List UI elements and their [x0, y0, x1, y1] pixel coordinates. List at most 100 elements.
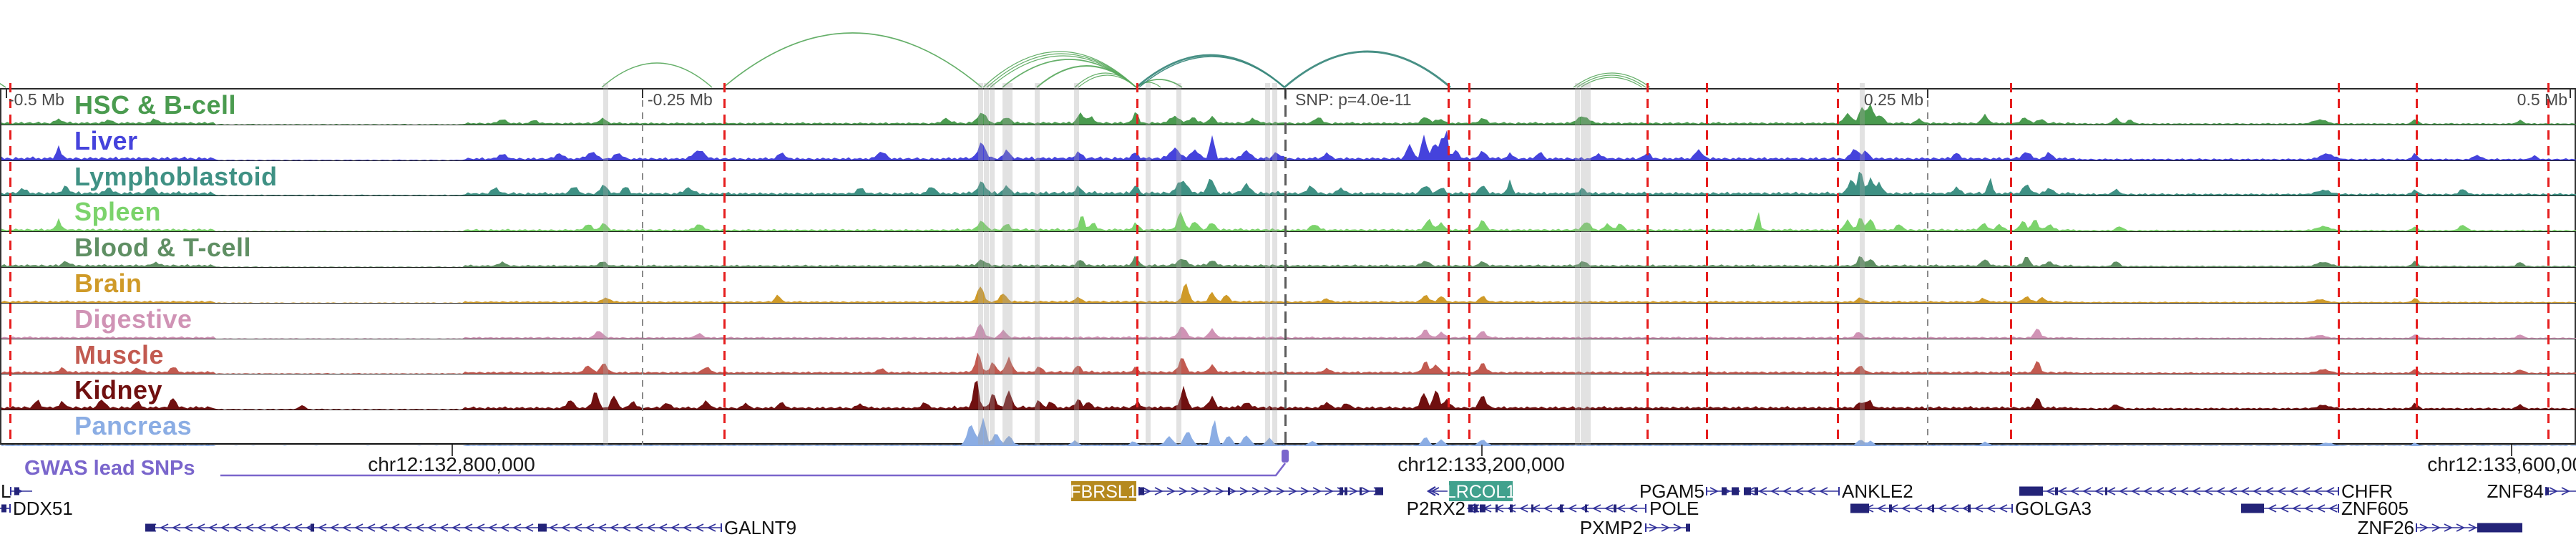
gwas-connector-line: [220, 463, 1287, 477]
gene-pxmp2[interactable]: PXMP2: [1580, 517, 1690, 537]
interaction-arcs-track[interactable]: [0, 0, 2576, 88]
gene-znf605[interactable]: ZNF605: [2241, 498, 2409, 519]
lead-snp-position-line: [1284, 88, 1287, 449]
svg-text:POLE: POLE: [1649, 498, 1699, 519]
signal-blood-t-cell[interactable]: [1, 233, 2576, 267]
highlight-band: [1272, 83, 1277, 445]
highlight-band: [1574, 83, 1580, 445]
signal-spleen[interactable]: [1, 197, 2576, 232]
gene-ddx51[interactable]: DDX51: [0, 498, 73, 519]
track-label-kidney: Kidney: [74, 375, 163, 405]
gene-fbrsl1[interactable]: FBRSL1: [1070, 481, 1383, 502]
signal-digestive[interactable]: [1, 304, 2576, 339]
highlight-band: [1580, 83, 1586, 445]
gwas-snp-marker-line: [2337, 83, 2340, 445]
chr-coordinate-label: chr12:133,600,000: [2427, 453, 2576, 475]
track-row-brain[interactable]: Brain: [1, 268, 2576, 304]
highlight-band: [1002, 83, 1008, 445]
lead-snp-tick[interactable]: [1282, 450, 1289, 463]
ruler-label-0-5-mb: -0.5 Mb: [9, 90, 64, 109]
ruler-tick: [1927, 88, 1928, 98]
ruler-tick: [1284, 88, 1286, 98]
highlight-band: [602, 83, 608, 445]
track-label-spleen: Spleen: [74, 197, 162, 227]
gene-galnt9[interactable]: GALNT9: [145, 517, 796, 537]
gene-znf26[interactable]: ZNF26: [2358, 517, 2522, 537]
track-row-kidney[interactable]: Kidney: [1, 374, 2576, 411]
highlight-band: [983, 83, 989, 445]
gwas-snp-marker-line: [723, 83, 726, 445]
ruler-tick: [6, 88, 7, 98]
signal-muscle[interactable]: [1, 339, 2576, 374]
ruler-label-0-5-mb: 0.5 Mb: [2517, 90, 2567, 109]
svg-text:ZNF84: ZNF84: [2487, 481, 2544, 502]
gwas-track-label: GWAS lead SNPs: [24, 457, 195, 480]
svg-text:PGAM5: PGAM5: [1639, 481, 1704, 502]
track-label-pancreas: Pancreas: [74, 411, 192, 441]
ruler-label-snp-p-4-0e-11: SNP: p=4.0e-11: [1295, 90, 1412, 109]
gwas-snp-marker-line: [1836, 83, 1839, 445]
highlight-band: [1176, 83, 1181, 445]
track-label-liver: Liver: [74, 125, 138, 155]
svg-text:ZNF26: ZNF26: [2358, 517, 2414, 537]
gene-pgam5[interactable]: PGAM5: [1639, 480, 1740, 502]
track-row-digestive[interactable]: Digestive: [1, 304, 2576, 339]
svg-text:L: L: [1, 481, 11, 502]
svg-text:ZNF605: ZNF605: [2341, 498, 2409, 519]
gene-glyphs: L FBRSL1 LRCOL1 PGAM5 ANKLE2 CHFR ZNF84 DDX51 P2…: [0, 480, 2576, 537]
gwas-snp-marker-line: [1136, 83, 1138, 445]
mb-tick-line: [1927, 88, 1928, 445]
gene-p2rx2[interactable]: P2RX2: [1407, 498, 1646, 519]
mb-tick-line: [642, 88, 643, 445]
track-row-muscle[interactable]: Muscle: [1, 339, 2576, 375]
track-row-lymphoblastoid[interactable]: Lymphoblastoid: [1, 161, 2576, 197]
gene-annotation-track[interactable]: L FBRSL1 LRCOL1 PGAM5 ANKLE2 CHFR ZNF84 DDX51 P2…: [0, 480, 2576, 537]
gene-pole[interactable]: POLE: [1649, 498, 1699, 519]
track-row-pancreas[interactable]: Pancreas: [1, 410, 2576, 446]
gene-chfr[interactable]: CHFR: [2019, 480, 2393, 502]
svg-text:P2RX2: P2RX2: [1407, 498, 1465, 519]
ruler-tick: [2570, 88, 2571, 98]
gwas-snp-marker-line: [2009, 83, 2012, 445]
chr-coordinate-label: chr12:133,200,000: [1397, 453, 1565, 475]
track-label-hsc-b-cell: HSC & B-cell: [74, 90, 237, 120]
highlight-band: [989, 83, 995, 445]
highlight-band: [1007, 83, 1013, 445]
track-row-blood-t-cell[interactable]: Blood & T-cell: [1, 232, 2576, 268]
gene-l[interactable]: L: [1, 480, 32, 502]
highlight-band: [1264, 83, 1270, 445]
highlight-band: [1145, 83, 1151, 445]
signal-tracks-panel: HSC & B-cell Liver Lymphoblastoid Spleen Blo…: [0, 88, 2576, 446]
track-row-hsc-b-cell[interactable]: HSC & B-cell: [1, 90, 2576, 125]
chr-coordinate-label: chr12:132,800,000: [368, 453, 535, 475]
gwas-snp-marker-line: [1447, 83, 1450, 445]
gwas-snp-marker-line: [9, 83, 11, 445]
highlight-band: [1034, 83, 1040, 445]
gene-lrcol1[interactable]: LRCOL1: [1426, 481, 1516, 502]
track-row-liver[interactable]: Liver: [1, 125, 2576, 161]
track-label-muscle: Muscle: [74, 339, 165, 369]
track-row-spleen[interactable]: Spleen: [1, 196, 2576, 233]
svg-text:LRCOL1: LRCOL1: [1446, 482, 1516, 502]
ruler-label-0-25-mb: 0.25 Mb: [1863, 90, 1923, 109]
signal-kidney[interactable]: [1, 375, 2576, 410]
gene-znf84[interactable]: ZNF84: [2487, 480, 2576, 502]
signal-hsc-b-cell[interactable]: [1, 90, 2576, 125]
gwas-snp-marker-line: [2415, 83, 2418, 445]
chr-coordinate-tick: [2511, 445, 2512, 456]
highlight-band: [1859, 83, 1865, 445]
svg-text:ANKLE2: ANKLE2: [1842, 481, 1913, 502]
signal-brain[interactable]: [1, 268, 2576, 303]
gwas-lead-snps-track[interactable]: GWAS lead SNPs chr12:132,800,000 chr12:13…: [0, 445, 2576, 481]
signal-liver[interactable]: [1, 126, 2576, 160]
svg-text:PXMP2: PXMP2: [1580, 517, 1643, 537]
gene-golga3[interactable]: GOLGA3: [1850, 498, 2092, 519]
highlight-band: [1585, 83, 1591, 445]
signal-lymphoblastoid[interactable]: [1, 161, 2576, 196]
highlight-band: [1073, 83, 1079, 445]
signal-pancreas[interactable]: [1, 412, 2576, 446]
gene-ankle2[interactable]: ANKLE2: [1744, 480, 1913, 502]
highlight-band: [977, 83, 983, 445]
gwas-snp-marker-line: [2547, 83, 2550, 445]
